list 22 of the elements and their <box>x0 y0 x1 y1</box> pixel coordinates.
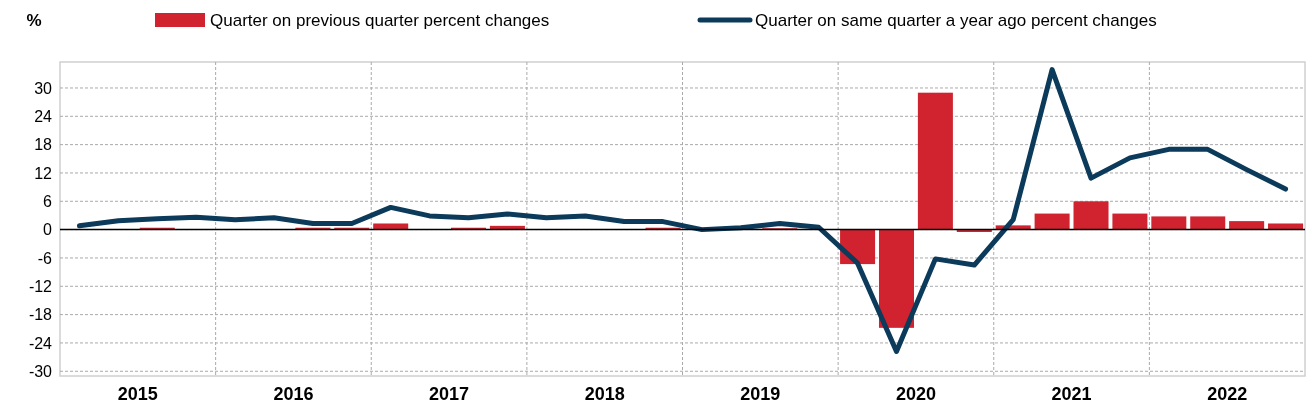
y-tick-label: -18 <box>28 306 53 324</box>
y-tick-label: 6 <box>43 192 53 210</box>
y-tick-label: 12 <box>34 164 53 182</box>
x-tick-label: 2020 <box>895 384 936 404</box>
y-tick-label: 18 <box>34 136 53 154</box>
y-tick-label: 24 <box>34 107 53 125</box>
x-tick-label: 2022 <box>1207 384 1248 404</box>
x-tick-label: 2019 <box>740 384 781 404</box>
y-tick-label: -6 <box>37 249 53 267</box>
y-tick-label: 0 <box>43 221 53 239</box>
y-tick-label: 30 <box>34 79 53 97</box>
x-tick-label: 2021 <box>1051 384 1092 404</box>
legend-label: Quarter on previous quarter percent changes <box>210 10 550 30</box>
y-tick-label: -30 <box>28 362 53 380</box>
legend-label: Quarter on same quarter a year ago percent changes <box>755 10 1157 30</box>
x-tick-label: 2015 <box>117 384 158 404</box>
x-tick-label: 2016 <box>273 384 314 404</box>
x-tick-label: 2017 <box>429 384 470 404</box>
y-tick-label: -24 <box>28 334 53 352</box>
y-tick-label: -12 <box>28 277 53 295</box>
x-tick-label: 2018 <box>584 384 625 404</box>
y-axis-title: % <box>26 11 42 30</box>
